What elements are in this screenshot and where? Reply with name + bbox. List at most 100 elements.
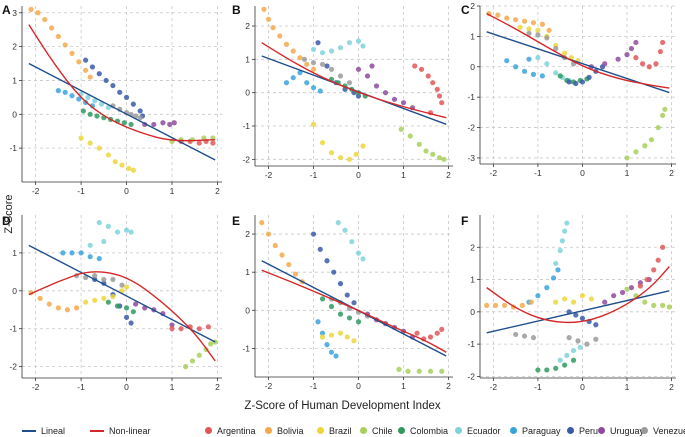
point-chile [436, 155, 443, 161]
point-colombia [114, 303, 121, 309]
point-paraguay [87, 254, 93, 260]
x-tick-label: -1 [77, 186, 85, 196]
x-tick-label: 1 [625, 168, 630, 178]
point-venezuela [92, 273, 98, 279]
point-colombia [557, 73, 563, 79]
point-chile [189, 137, 196, 143]
point-chile [642, 143, 648, 149]
legend-label-argentina: Argentina [217, 425, 256, 436]
legend-item-bolivia: Bolivia [265, 424, 304, 437]
point-venezuela [575, 338, 581, 344]
point-uruguay [171, 120, 177, 126]
point-chile [633, 149, 639, 155]
point-paraguay [539, 73, 545, 79]
legend-item-argentina: Argentina [205, 424, 256, 437]
point-peru [579, 315, 586, 321]
x-tick-label: 2 [446, 381, 451, 391]
point-bolivia [272, 242, 278, 249]
point-venezuela [513, 331, 519, 338]
point-paraguay [526, 56, 532, 62]
legend-label-colombia: Colombia [410, 425, 449, 436]
point-bolivia [62, 42, 68, 48]
y-tick-label: -1 [9, 324, 17, 334]
point-chile [208, 341, 214, 347]
y-tick-label: 2 [245, 21, 250, 31]
x-tick-label: 1 [170, 186, 175, 196]
point-paraguay [96, 255, 102, 262]
point-bolivia [546, 27, 552, 33]
point-brazil [328, 150, 335, 156]
legend-label-bolivia: Bolivia [277, 425, 304, 436]
point-peru [573, 312, 579, 318]
point-bolivia [519, 302, 525, 308]
point-brazil [83, 299, 89, 305]
point-venezuela [346, 80, 353, 86]
point-colombia [80, 108, 86, 114]
point-paraguay [530, 71, 537, 77]
point-venezuela [566, 335, 572, 341]
point-uruguay [373, 83, 380, 89]
legend-label-ecuador: Ecuador [467, 425, 501, 436]
point-peru [96, 71, 102, 77]
point-paraguay [283, 80, 290, 86]
point-venezuela [521, 333, 528, 339]
legend-dot-colombia [398, 427, 405, 434]
point-chile [416, 141, 422, 147]
point-paraguay [333, 353, 339, 359]
y-tick-label: -3 [467, 153, 475, 163]
point-brazil [553, 299, 559, 305]
legend-dot-venezuela [641, 427, 648, 434]
point-ecuador [553, 260, 559, 267]
point-ecuador [346, 40, 353, 46]
point-paraguay [62, 89, 68, 95]
x-tick-label: 2 [215, 382, 220, 392]
point-ecuador [535, 55, 541, 61]
point-ecuador [310, 46, 317, 52]
point-ecuador [98, 101, 105, 107]
point-argentina [637, 283, 643, 289]
y-tick-label: 0 [245, 305, 250, 315]
y-tick-label: 2 [12, 42, 17, 52]
point-bolivia [259, 220, 265, 226]
point-argentina [644, 276, 650, 283]
point-chile [405, 368, 411, 374]
point-paraguay [535, 293, 541, 299]
point-brazil [526, 26, 532, 32]
point-uruguay [151, 121, 157, 128]
point-chile [430, 151, 436, 157]
x-tick-label: -1 [77, 382, 85, 392]
panel-label-e: E [232, 214, 240, 228]
point-chile [407, 133, 413, 139]
point-peru [324, 63, 330, 69]
point-bolivia [37, 295, 43, 301]
point-chile [660, 302, 666, 308]
point-argentina [657, 48, 664, 55]
point-brazil [346, 156, 353, 162]
point-ecuador [355, 38, 362, 44]
point-venezuela [319, 61, 326, 67]
point-paraguay [310, 85, 317, 91]
point-ecuador [105, 104, 111, 111]
point-bolivia [528, 299, 534, 305]
legend-dot-paraguay [510, 427, 517, 434]
point-ecuador [328, 48, 335, 54]
point-peru [123, 94, 130, 100]
point-argentina [418, 66, 425, 72]
point-bolivia [484, 302, 490, 308]
legend-label-nonlinear: Non-linear [109, 425, 151, 436]
point-brazil [319, 140, 326, 146]
x-tick-label: -2 [490, 168, 498, 178]
y-tick-label: -2 [9, 362, 17, 372]
point-uruguay [355, 66, 362, 72]
point-brazil [337, 155, 344, 161]
point-peru [593, 322, 599, 328]
point-colombia [337, 311, 344, 317]
point-uruguay [369, 63, 375, 69]
point-argentina [439, 326, 445, 332]
point-paraguay [76, 96, 82, 102]
point-ecuador [577, 344, 583, 350]
point-paraguay [328, 349, 335, 355]
point-brazil [562, 50, 568, 56]
legend-item-ecuador: Ecuador [455, 424, 501, 437]
point-bolivia [277, 33, 283, 39]
